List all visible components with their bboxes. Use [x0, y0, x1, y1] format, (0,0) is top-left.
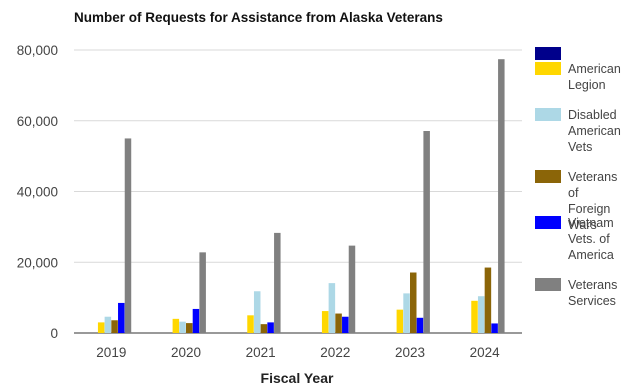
- bar: [186, 323, 193, 333]
- legend-label: Veterans Services: [568, 278, 618, 308]
- bar: [172, 318, 180, 333]
- legend-label: Vietnam Vets. of America: [568, 216, 614, 262]
- y-tick-label: 80,000: [17, 43, 58, 58]
- bar: [498, 59, 505, 333]
- bar: [328, 283, 336, 333]
- bar: [260, 324, 268, 333]
- bar: [199, 252, 206, 333]
- legend-swatch: [535, 170, 561, 183]
- bar: [348, 245, 356, 333]
- legend-swatch: [535, 278, 561, 291]
- legend-swatch: [535, 47, 561, 60]
- legend-label: American Legion: [568, 62, 621, 92]
- bar: [491, 323, 498, 333]
- chart-title: Number of Requests for Assistance from A…: [74, 10, 443, 25]
- bar: [321, 311, 329, 333]
- x-axis-label: Fiscal Year: [261, 370, 334, 386]
- x-tick-label: 2024: [470, 345, 501, 360]
- bar: [335, 313, 342, 333]
- y-tick-label: 0: [50, 326, 58, 341]
- x-tick-label: 2023: [395, 345, 425, 360]
- x-tick-label: 2020: [171, 345, 201, 360]
- bar: [111, 320, 118, 333]
- x-tick-label: 2019: [96, 345, 126, 360]
- y-tick-label: 60,000: [17, 114, 58, 129]
- bar: [274, 232, 281, 333]
- bar: [410, 272, 417, 333]
- legend-swatch: [535, 216, 561, 229]
- bar: [192, 308, 200, 333]
- bar: [403, 293, 410, 333]
- gridlines: [74, 49, 522, 334]
- legend-swatch: [535, 62, 561, 75]
- bar: [477, 296, 485, 333]
- legend-label: Veterans of Foreign Wars: [568, 170, 618, 232]
- bar: [396, 309, 404, 333]
- bar: [179, 321, 186, 333]
- bar: [484, 267, 492, 333]
- legend-swatch: [535, 108, 561, 121]
- bar: [342, 316, 349, 333]
- bar: [97, 322, 105, 333]
- x-tick-label: 2022: [320, 345, 350, 360]
- y-tick-label: 20,000: [17, 255, 58, 270]
- bar: [267, 322, 274, 333]
- y-tick-label: 40,000: [17, 185, 58, 200]
- bar: [104, 316, 112, 333]
- x-axis-ticks: 2019 2020 2021 2022 2023 2024: [96, 345, 500, 360]
- bar: [471, 300, 478, 333]
- y-axis-ticks: 0 20,000 40,000 60,000 80,000: [17, 43, 58, 341]
- bar: [253, 291, 261, 333]
- bar: [124, 138, 132, 333]
- bar: [416, 317, 424, 333]
- bar: [118, 302, 125, 333]
- x-tick-label: 2021: [246, 345, 276, 360]
- legend-label: Disabled American Vets: [568, 108, 621, 154]
- bar: [247, 315, 254, 333]
- bars: [97, 59, 505, 333]
- bar: [423, 131, 430, 333]
